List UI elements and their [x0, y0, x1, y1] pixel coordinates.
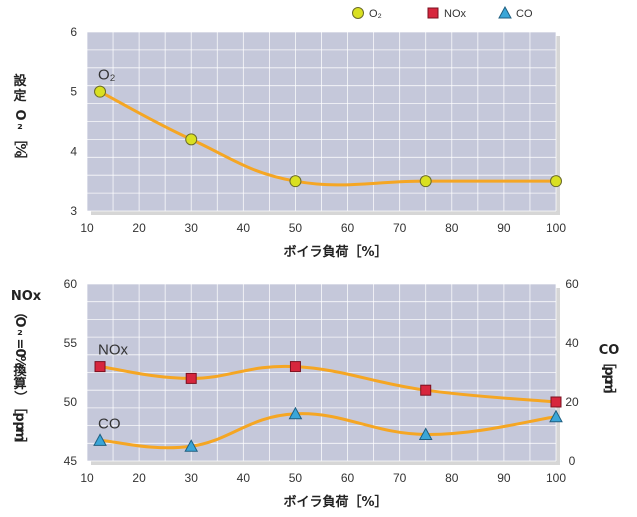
x-tick-label: 10 — [80, 471, 94, 485]
x-tick-label: 50 — [289, 221, 303, 235]
axis-title-char: p — [601, 374, 616, 383]
data-point-triangle — [418, 427, 433, 440]
x-tick-label: 90 — [497, 471, 511, 485]
series-line-co — [98, 412, 558, 450]
axis-title-char: p — [12, 412, 27, 421]
data-point-square — [289, 361, 301, 373]
legend-circle-marker — [352, 7, 364, 19]
data-point-circle — [185, 133, 198, 146]
chart-panel-1: 10 20 30 40 50 60 70 80 90 100 3 4 5 6 ボイラ負荷［%］ O₂ — [70, 25, 566, 260]
data-point-triangle — [93, 433, 107, 446]
data-point-circle — [550, 175, 562, 188]
axis-title-char: % — [12, 143, 27, 156]
y-tick-label: 60 — [64, 277, 78, 291]
axis-title-char: m — [601, 380, 616, 394]
x-axis-title: ボイラ負荷［%］ — [283, 244, 387, 260]
y-tick-label: 50 — [64, 395, 78, 409]
series-line-nox — [98, 364, 558, 404]
data-point-square — [185, 372, 197, 384]
y-tick-label: 6 — [70, 25, 77, 39]
x-tick-label: 30 — [185, 471, 199, 485]
y-axis-title-1a: 設定 — [12, 73, 27, 104]
axis-title-char: ］ — [601, 388, 617, 401]
axis-title-char: 換 — [13, 363, 27, 379]
data-point-circle — [419, 175, 432, 188]
x-tick-label: 60 — [341, 221, 355, 235]
y-tick-label: 45 — [64, 454, 78, 468]
axis-title-char: p — [12, 421, 27, 430]
axis-title-char: ₂ — [17, 118, 23, 133]
x-tick-label: 100 — [546, 221, 566, 235]
y-right-tick-label: 0 — [569, 454, 576, 468]
x-tick-label: 90 — [497, 221, 511, 235]
legend: O₂ NOx CO — [352, 5, 533, 20]
legend-square-marker — [427, 7, 439, 19]
x-tick-label: 30 — [185, 221, 199, 235]
y-axis-title-2: （O₂=0%換算）［ppm］ — [12, 305, 28, 450]
axis-title-char: 0 — [12, 348, 27, 357]
x-tick-label: 70 — [393, 471, 407, 485]
axis-title-char: = — [12, 339, 27, 350]
series-label: O₂ — [98, 67, 116, 84]
axis-title-char: % — [12, 355, 27, 368]
axis-title-char: （ — [12, 305, 28, 318]
data-point-triangle — [288, 406, 303, 420]
axis-title-char: ） — [12, 390, 28, 403]
axis-title-char: O — [12, 316, 27, 327]
x-tick-label: 70 — [393, 221, 407, 235]
axis-title-char: m — [12, 428, 27, 442]
data-point-square — [550, 396, 562, 408]
y-tick-label: 55 — [64, 336, 78, 350]
legend-triangle-marker — [498, 5, 512, 19]
axis-title-char: ［ — [601, 355, 617, 368]
y-right-tick-label: 60 — [565, 277, 579, 291]
data-point-circle — [94, 85, 107, 98]
axis-title-char: ］ — [12, 437, 28, 450]
x-tick-label: 40 — [237, 221, 251, 235]
data-point-square — [94, 361, 106, 373]
y-axis-title-2-head: NOx — [11, 289, 42, 304]
y-right-tick-label: 40 — [565, 336, 579, 350]
axis-title-char: ［ — [12, 400, 28, 413]
axis-title-char: 定 — [12, 88, 26, 104]
x-tick-label: 80 — [445, 471, 459, 485]
series-label: CO — [98, 415, 121, 432]
legend-label: O₂ — [369, 8, 382, 20]
axis-title-char: ₂ — [17, 324, 23, 339]
y-axis-title-1b: O₂［%］ — [12, 109, 28, 166]
y-tick-label: 5 — [70, 85, 77, 99]
legend-label: CO — [516, 8, 533, 20]
series-label: NOx — [98, 342, 128, 359]
x-tick-label: 50 — [289, 471, 303, 485]
x-tick-label: 80 — [445, 221, 459, 235]
chart-panel-2: 10 20 30 40 50 60 70 80 90 100 45 50 55 60 0 20 40 60 ボイラ負… — [64, 277, 579, 510]
axis-title-char: p — [601, 366, 616, 375]
axis-title-char: ］ — [12, 153, 28, 166]
data-point-triangle — [184, 439, 199, 452]
x-tick-label: 100 — [546, 471, 566, 485]
y-tick-label: 4 — [70, 144, 77, 158]
x-tick-label: 40 — [237, 471, 251, 485]
y-right-tick-label: 20 — [565, 395, 579, 409]
x-axis-title: ボイラ負荷［%］ — [283, 494, 387, 510]
x-tick-label: 20 — [132, 221, 146, 235]
y-axis-right-title-head: CO — [599, 343, 620, 358]
axis-title-char: 設 — [13, 73, 27, 89]
data-point-triangle — [549, 409, 563, 423]
x-tick-label: 60 — [341, 471, 355, 485]
x-tick-label: 20 — [132, 471, 146, 485]
y-tick-label: 3 — [70, 204, 77, 218]
axis-title-char: ［ — [12, 132, 28, 145]
axis-title-char: 算 — [13, 376, 26, 392]
legend-label: NOx — [444, 8, 467, 20]
y-axis-right-title: ［ppm］ — [601, 355, 617, 401]
x-tick-label: 10 — [80, 221, 94, 235]
data-point-square — [420, 384, 432, 396]
data-point-circle — [289, 175, 302, 188]
axis-title-char: O — [12, 109, 27, 120]
